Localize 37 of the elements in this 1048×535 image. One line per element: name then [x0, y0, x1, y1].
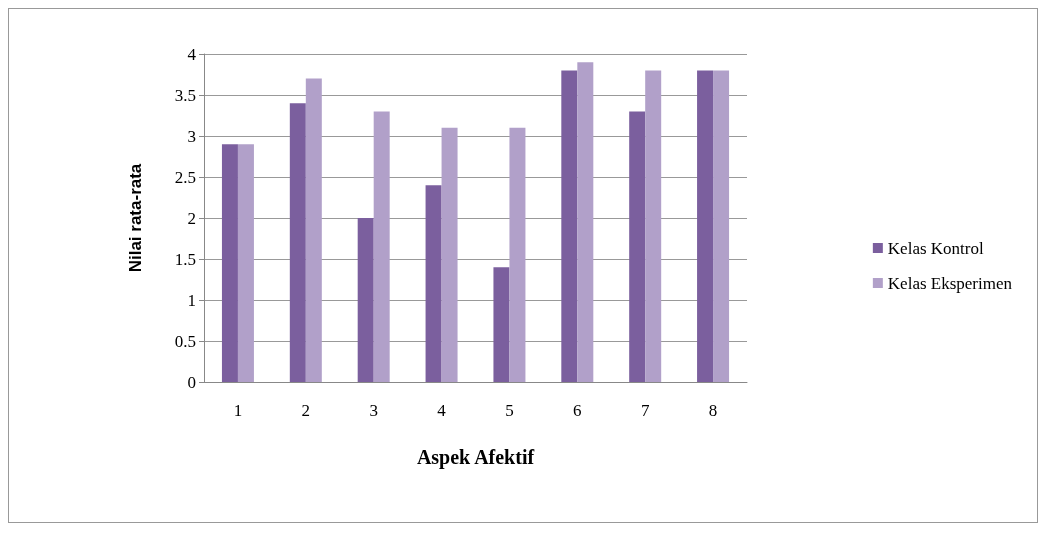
y-tick-label: 1.5	[174, 249, 196, 269]
x-tick-label: 1	[233, 401, 243, 420]
bar	[493, 267, 510, 382]
y-tick-label: 4	[187, 44, 197, 64]
y-tick-label: 1	[187, 290, 196, 310]
x-tick-label: 3	[369, 401, 378, 420]
bar	[221, 144, 238, 382]
y-tick-label: 2	[187, 208, 196, 228]
bar	[357, 218, 374, 382]
bar	[509, 127, 526, 382]
bar	[425, 185, 442, 382]
bar	[441, 127, 458, 382]
x-tick-label: 6	[573, 401, 582, 420]
bar	[289, 103, 306, 382]
y-tick-label: 0.5	[174, 331, 196, 351]
bar	[305, 78, 322, 382]
bar	[561, 70, 578, 382]
y-tick-label: 2.5	[174, 167, 196, 187]
x-tick-label: 8	[708, 401, 718, 420]
y-axis-title: Nilai rata-rata	[126, 163, 145, 273]
bar	[713, 70, 730, 382]
x-axis-title: Aspek Afektif	[416, 446, 535, 469]
bar	[577, 62, 594, 382]
y-tick-label: 3.5	[174, 85, 196, 105]
legend-label: Kelas Eksperimen	[887, 273, 1013, 293]
legend-label: Kelas Kontrol	[887, 238, 984, 258]
bar	[373, 111, 390, 382]
x-tick-label: 5	[505, 401, 514, 420]
bar	[697, 70, 714, 382]
x-tick-label: 2	[301, 401, 311, 420]
y-tick-label: 0	[187, 372, 196, 392]
y-tick-label: 3	[187, 126, 196, 146]
bar	[645, 70, 662, 382]
bar	[237, 144, 254, 382]
x-tick-label: 7	[640, 401, 650, 420]
bar	[629, 111, 646, 382]
x-tick-label: 4	[437, 401, 447, 420]
